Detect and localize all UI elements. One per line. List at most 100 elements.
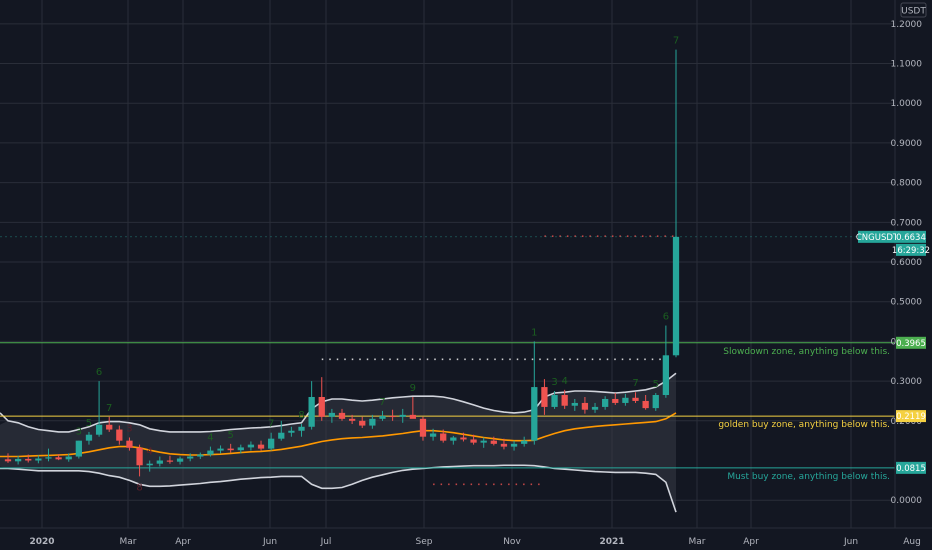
candle-body	[25, 458, 32, 461]
candle-body	[379, 416, 386, 419]
candle-body	[35, 458, 42, 461]
y-tick-label: 0.9000	[891, 139, 923, 149]
level-price-box	[896, 410, 926, 423]
candle-body	[45, 457, 52, 459]
candle-body	[612, 398, 619, 403]
candle-body	[247, 444, 255, 448]
candle-body	[207, 450, 214, 455]
candle-body	[652, 395, 659, 409]
candle-body	[622, 397, 629, 403]
candle-body	[521, 440, 528, 444]
candle-body	[369, 418, 376, 426]
level-text-1: golden buy zone, anything below this.	[718, 420, 890, 430]
candle-body	[662, 355, 670, 396]
candle-body	[602, 398, 609, 407]
y-tick-label: 0.5000	[891, 298, 923, 308]
candle-body	[318, 396, 325, 417]
count-marker: 7	[268, 419, 274, 430]
candle-body	[359, 420, 366, 426]
y-tick-label: 0.6000	[891, 258, 923, 268]
count-marker: 4	[147, 447, 153, 458]
ticker-tag	[858, 230, 896, 243]
candle-body	[632, 397, 639, 401]
candle-body	[419, 418, 427, 437]
currency-box	[900, 2, 927, 18]
candle-body	[338, 412, 346, 419]
x-tick-label: 2021	[599, 537, 624, 547]
count-marker: 5	[653, 379, 659, 390]
candle-body	[75, 440, 82, 457]
candle-body	[288, 430, 295, 433]
count-marker: 4	[561, 376, 567, 387]
count-marker: 5	[227, 430, 233, 441]
candle-body	[490, 440, 497, 444]
candle-body	[14, 458, 22, 462]
level-price-label: 0.3965	[896, 339, 926, 349]
x-tick-label: Jul	[320, 537, 332, 547]
candle-body	[308, 396, 315, 427]
candle-body	[227, 448, 234, 451]
last-price-box	[896, 230, 926, 243]
candle-body	[55, 457, 62, 460]
countdown-box	[896, 243, 926, 256]
count-marker: 5	[86, 418, 92, 429]
level-text-0: Slowdown zone, anything below this.	[723, 347, 890, 357]
candle-body	[642, 400, 649, 409]
candle-body	[4, 459, 12, 462]
candle-body	[470, 439, 477, 443]
candle-body	[510, 443, 518, 447]
band-fill	[0, 373, 676, 513]
candle-body	[672, 236, 680, 356]
x-tick-label: Jun	[843, 537, 858, 547]
candle-body	[389, 416, 396, 418]
candle-body	[146, 463, 153, 466]
candle-body	[541, 387, 548, 407]
candle-body	[156, 460, 163, 464]
candle-body	[187, 456, 194, 459]
x-tick-label: Jun	[262, 537, 277, 547]
y-tick-label: 0.3000	[891, 377, 923, 387]
count-marker: 8	[136, 482, 142, 493]
x-tick-label: 2020	[29, 537, 54, 547]
count-marker: 3	[126, 423, 132, 434]
last-price-label: 0.6634	[896, 233, 926, 243]
time-axis	[0, 528, 932, 550]
candle-body	[116, 429, 123, 441]
candle-body	[571, 402, 578, 406]
candle-body	[561, 395, 568, 406]
count-marker: 9	[410, 383, 416, 394]
candle-body	[126, 440, 133, 448]
count-marker: 3	[551, 377, 557, 388]
band-middle-line	[0, 412, 677, 458]
count-marker: 6	[96, 367, 102, 378]
candle-body	[429, 433, 437, 437]
candle-body	[85, 434, 93, 441]
y-tick-label: 0.8000	[891, 179, 923, 189]
candle-body	[328, 412, 336, 417]
x-tick-label: Apr	[743, 537, 759, 547]
band-lower-line	[0, 464, 677, 513]
x-tick-label: Apr	[175, 537, 191, 547]
candle-body	[166, 460, 174, 462]
count-marker: 6	[663, 312, 669, 323]
y-tick-label: 1.1000	[891, 60, 923, 70]
candles	[4, 49, 680, 477]
count-marker: 3	[76, 427, 82, 438]
candle-body	[257, 444, 265, 449]
count-marker: 4	[207, 433, 213, 444]
level-price-label: 0.0815	[896, 464, 926, 474]
candle-body	[450, 437, 457, 441]
count-marker: 7	[673, 36, 679, 47]
candle-body	[106, 424, 113, 430]
candle-body	[531, 387, 538, 441]
level-price-box	[896, 461, 926, 474]
band-upper-line	[0, 372, 677, 433]
candle-body	[591, 406, 599, 410]
count-marker: 8	[298, 410, 304, 421]
candle-body	[409, 414, 416, 419]
currency-label: USDT	[901, 7, 926, 17]
y-tick-label: 0.0000	[891, 496, 923, 506]
candle-body	[348, 418, 356, 421]
